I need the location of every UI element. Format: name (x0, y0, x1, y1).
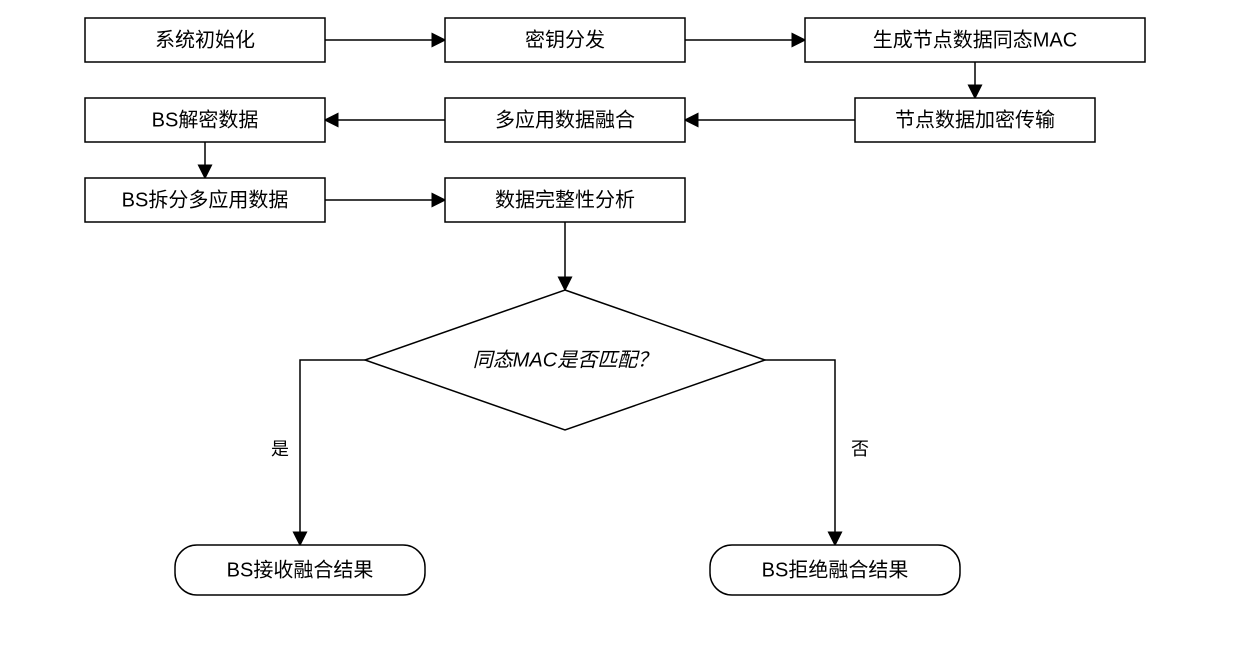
node-t2-label: BS拒绝融合结果 (762, 558, 909, 581)
node-n5-label: 多应用数据融合 (495, 108, 635, 131)
edge-d1-t1 (300, 360, 365, 545)
node-n6-label: BS解密数据 (152, 108, 259, 131)
node-n4-label: 节点数据加密传输 (895, 108, 1055, 131)
edge-label-9: 否 (851, 439, 869, 459)
node-n2-label: 密钥分发 (525, 28, 605, 51)
node-t1-label: BS接收融合结果 (227, 558, 374, 581)
node-d1-label: 同态MAC是否匹配？ (473, 349, 657, 371)
node-n3-label: 生成节点数据同态MAC (873, 28, 1077, 51)
edge-label-8: 是 (271, 439, 289, 459)
node-n7-label: BS拆分多应用数据 (122, 188, 289, 211)
node-n8-label: 数据完整性分析 (495, 188, 635, 211)
edge-d1-t2 (765, 360, 835, 545)
node-n1-label: 系统初始化 (155, 28, 255, 51)
